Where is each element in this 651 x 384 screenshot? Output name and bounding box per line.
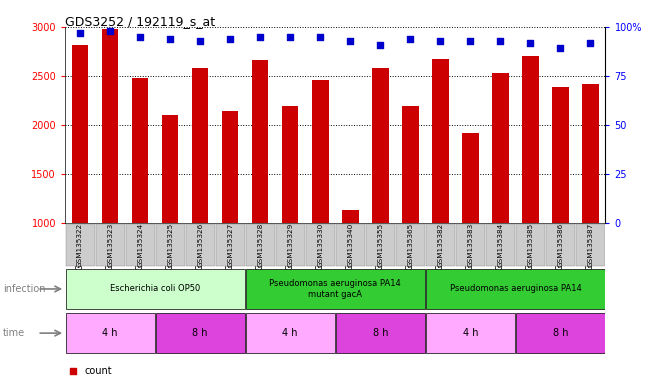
Text: 4 h: 4 h — [283, 328, 298, 338]
FancyBboxPatch shape — [456, 223, 485, 266]
FancyBboxPatch shape — [246, 223, 275, 266]
Point — [225, 36, 236, 42]
FancyBboxPatch shape — [66, 223, 94, 266]
Bar — [432, 59, 449, 223]
Bar — [462, 132, 478, 223]
Text: Pseudomonas aeruginosa PA14
mutant gacA: Pseudomonas aeruginosa PA14 mutant gacA — [270, 279, 401, 299]
Text: GSM135329: GSM135329 — [287, 223, 293, 267]
Bar — [312, 80, 329, 223]
Point — [405, 36, 415, 42]
Text: GSM135326: GSM135326 — [197, 223, 203, 267]
FancyBboxPatch shape — [516, 223, 545, 266]
Point — [285, 34, 296, 40]
Text: 8 h: 8 h — [553, 328, 568, 338]
Point — [165, 36, 175, 42]
Bar — [282, 106, 299, 223]
Point — [525, 40, 536, 46]
FancyBboxPatch shape — [336, 223, 365, 266]
Point — [435, 38, 445, 44]
Text: GSM135322: GSM135322 — [77, 223, 83, 267]
Bar — [492, 73, 508, 223]
FancyBboxPatch shape — [426, 223, 455, 266]
Text: GSM135365: GSM135365 — [408, 223, 413, 267]
Bar — [582, 84, 599, 223]
FancyBboxPatch shape — [96, 223, 124, 266]
Point — [195, 38, 206, 44]
Text: 8 h: 8 h — [193, 328, 208, 338]
Text: GSM135382: GSM135382 — [437, 223, 443, 267]
Point — [255, 34, 266, 40]
Text: GSM135325: GSM135325 — [167, 223, 173, 267]
Text: GSM135323: GSM135323 — [107, 223, 113, 267]
Text: GSM135324: GSM135324 — [137, 223, 143, 267]
Bar — [132, 78, 148, 223]
FancyBboxPatch shape — [156, 313, 245, 353]
FancyBboxPatch shape — [336, 313, 424, 353]
Point — [105, 28, 115, 34]
Text: infection: infection — [3, 284, 46, 294]
Bar — [102, 29, 118, 223]
Bar — [552, 87, 569, 223]
Bar — [402, 106, 419, 223]
FancyBboxPatch shape — [215, 223, 245, 266]
FancyBboxPatch shape — [246, 269, 424, 309]
Point — [75, 30, 85, 36]
Text: count: count — [84, 366, 111, 376]
Text: GDS3252 / 192119_s_at: GDS3252 / 192119_s_at — [65, 15, 215, 28]
Point — [345, 38, 355, 44]
Bar — [162, 115, 178, 223]
Point — [495, 38, 506, 44]
Text: GSM135327: GSM135327 — [227, 223, 233, 267]
FancyBboxPatch shape — [66, 313, 154, 353]
Point — [135, 34, 145, 40]
FancyBboxPatch shape — [246, 313, 335, 353]
FancyBboxPatch shape — [426, 313, 515, 353]
Point — [375, 41, 385, 48]
Text: Pseudomonas aeruginosa PA14: Pseudomonas aeruginosa PA14 — [449, 285, 581, 293]
FancyBboxPatch shape — [576, 223, 605, 266]
FancyBboxPatch shape — [186, 223, 215, 266]
Text: GSM135340: GSM135340 — [347, 223, 353, 267]
Text: 4 h: 4 h — [463, 328, 478, 338]
Text: GSM135387: GSM135387 — [587, 223, 594, 267]
FancyBboxPatch shape — [516, 313, 605, 353]
Text: GSM135384: GSM135384 — [497, 223, 503, 267]
Text: time: time — [3, 328, 25, 338]
FancyBboxPatch shape — [156, 223, 185, 266]
Bar — [72, 45, 89, 223]
Text: 4 h: 4 h — [102, 328, 118, 338]
Text: 8 h: 8 h — [372, 328, 388, 338]
Point — [465, 38, 475, 44]
FancyBboxPatch shape — [396, 223, 424, 266]
Text: GSM135386: GSM135386 — [557, 223, 563, 267]
FancyBboxPatch shape — [366, 223, 395, 266]
Point — [68, 367, 78, 374]
FancyBboxPatch shape — [126, 223, 154, 266]
FancyBboxPatch shape — [546, 223, 575, 266]
FancyBboxPatch shape — [426, 269, 605, 309]
Bar — [252, 60, 268, 223]
Point — [585, 40, 596, 46]
Bar — [372, 68, 389, 223]
Text: Escherichia coli OP50: Escherichia coli OP50 — [110, 285, 201, 293]
Bar — [522, 56, 538, 223]
Text: GSM135328: GSM135328 — [257, 223, 263, 267]
FancyBboxPatch shape — [276, 223, 305, 266]
Text: GSM135385: GSM135385 — [527, 223, 533, 267]
FancyBboxPatch shape — [66, 269, 245, 309]
Bar — [192, 68, 208, 223]
Text: GSM135383: GSM135383 — [467, 223, 473, 267]
Bar — [342, 210, 359, 223]
Bar — [222, 111, 238, 223]
FancyBboxPatch shape — [306, 223, 335, 266]
Text: GSM135355: GSM135355 — [378, 223, 383, 267]
Point — [555, 45, 566, 51]
Text: GSM135330: GSM135330 — [317, 223, 324, 267]
FancyBboxPatch shape — [486, 223, 515, 266]
Point — [315, 34, 326, 40]
